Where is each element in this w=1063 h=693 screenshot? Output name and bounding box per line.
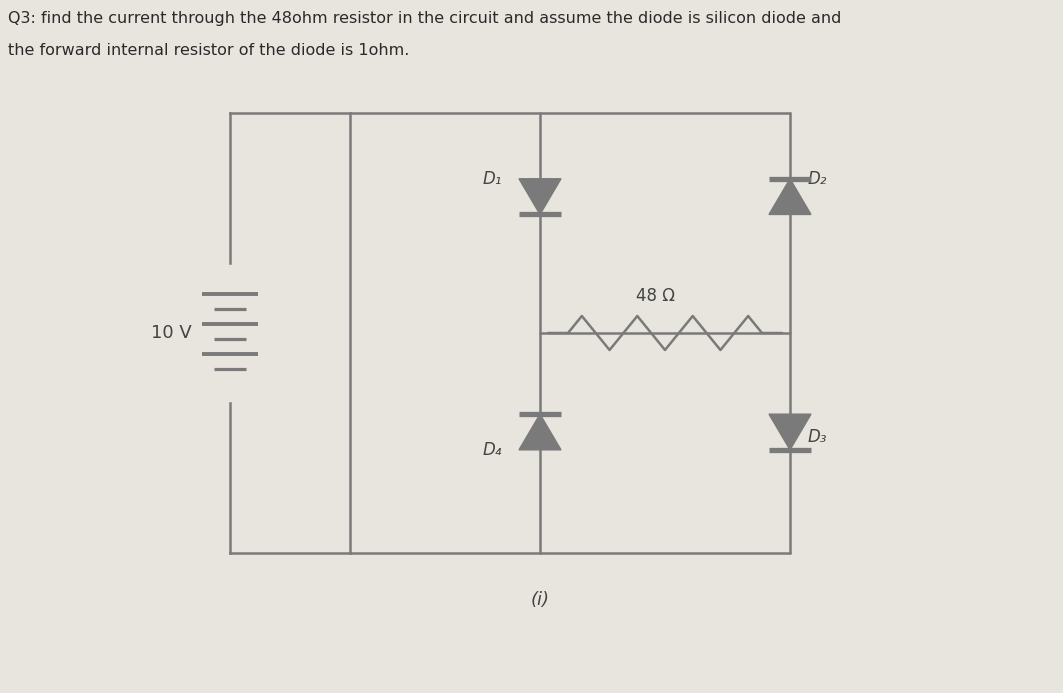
Text: the forward internal resistor of the diode is 1ohm.: the forward internal resistor of the dio… bbox=[9, 43, 409, 58]
Text: D₃: D₃ bbox=[808, 428, 827, 446]
Text: (i): (i) bbox=[530, 591, 550, 609]
Text: 10 V: 10 V bbox=[151, 324, 192, 342]
Polygon shape bbox=[769, 414, 811, 450]
Text: 48 Ω: 48 Ω bbox=[636, 287, 675, 305]
Text: D₄: D₄ bbox=[483, 441, 502, 459]
Polygon shape bbox=[769, 179, 811, 214]
Polygon shape bbox=[519, 414, 561, 450]
Text: D₂: D₂ bbox=[808, 170, 827, 188]
Polygon shape bbox=[519, 179, 561, 214]
Text: D₁: D₁ bbox=[483, 170, 502, 188]
Text: Q3: find the current through the 48ohm resistor in the circuit and assume the di: Q3: find the current through the 48ohm r… bbox=[9, 11, 842, 26]
